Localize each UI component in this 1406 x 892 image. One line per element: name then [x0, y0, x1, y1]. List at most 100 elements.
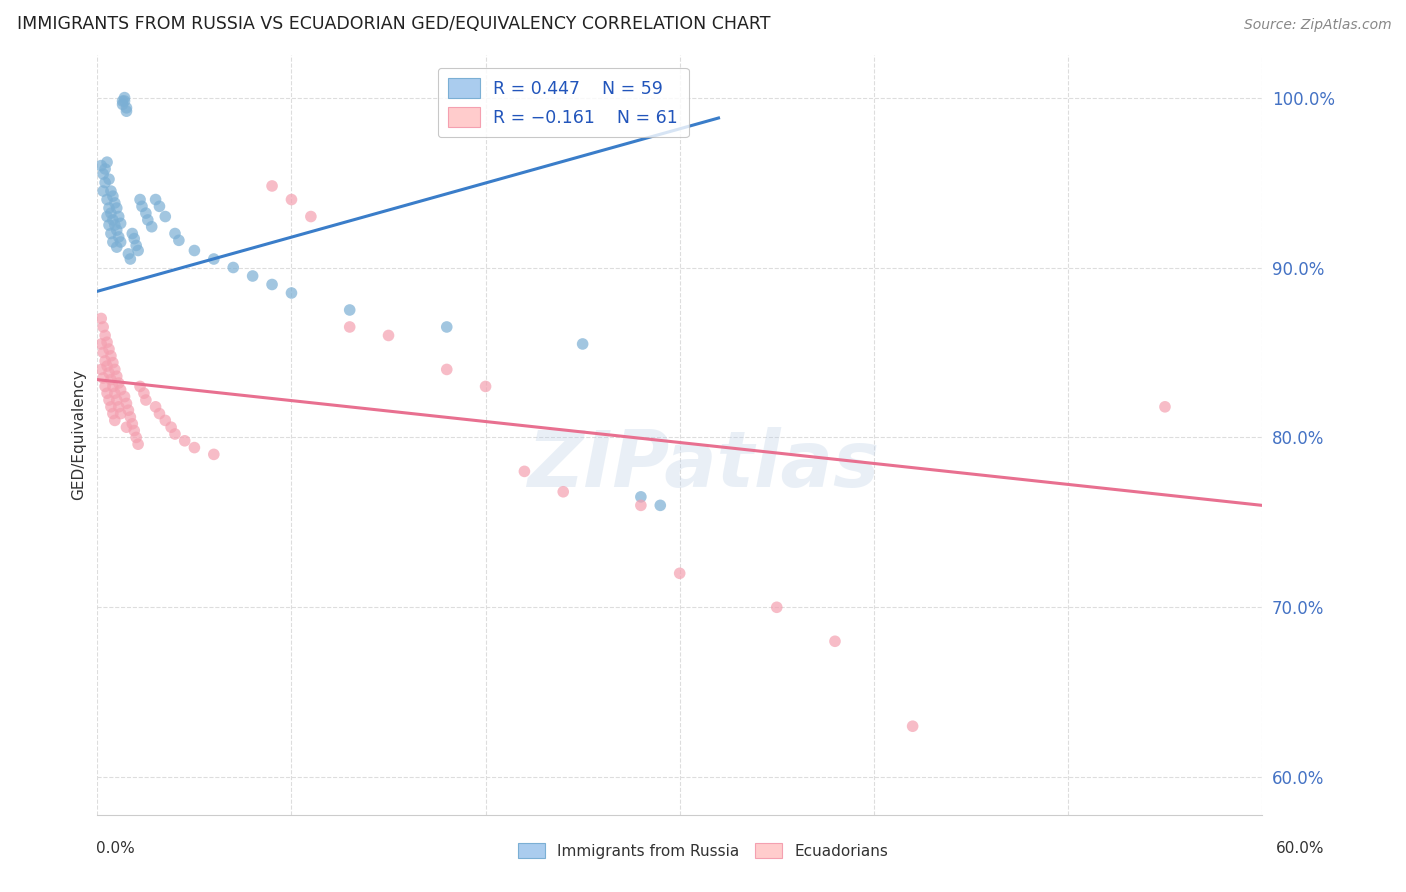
Point — [94, 379, 117, 393]
Point — [100, 400, 122, 414]
Point — [127, 244, 149, 258]
Point — [129, 379, 152, 393]
Point — [94, 161, 117, 176]
Point — [105, 201, 128, 215]
Point — [96, 359, 118, 373]
Point — [115, 420, 138, 434]
Y-axis label: GED/Equivalency: GED/Equivalency — [72, 369, 86, 500]
Point — [115, 101, 138, 115]
Point — [110, 383, 132, 397]
Point — [94, 354, 117, 368]
Point — [90, 311, 112, 326]
Point — [183, 441, 205, 455]
Point — [125, 238, 148, 252]
Point — [98, 201, 121, 215]
Point — [148, 407, 170, 421]
Point — [104, 218, 127, 232]
Point — [122, 424, 145, 438]
Point — [339, 320, 361, 334]
Point — [117, 403, 139, 417]
Point — [129, 193, 152, 207]
Point — [110, 235, 132, 249]
Point — [114, 94, 136, 108]
Text: IMMIGRANTS FROM RUSSIA VS ECUADORIAN GED/EQUIVALENCY CORRELATION CHART: IMMIGRANTS FROM RUSSIA VS ECUADORIAN GED… — [17, 14, 770, 32]
Point — [105, 223, 128, 237]
Point — [90, 362, 112, 376]
Point — [135, 392, 157, 407]
Point — [96, 193, 118, 207]
Point — [571, 337, 593, 351]
Point — [110, 407, 132, 421]
Point — [553, 484, 575, 499]
Point — [183, 244, 205, 258]
Point — [901, 719, 924, 733]
Point — [111, 97, 134, 112]
Point — [101, 379, 124, 393]
Point — [96, 335, 118, 350]
Point — [131, 199, 153, 213]
Point — [260, 277, 283, 292]
Point — [105, 392, 128, 407]
Point — [299, 210, 322, 224]
Point — [668, 566, 690, 581]
Point — [111, 94, 134, 108]
Point — [107, 376, 129, 390]
Point — [94, 328, 117, 343]
Point — [101, 356, 124, 370]
Point — [121, 227, 143, 241]
Point — [91, 371, 114, 385]
Point — [136, 213, 159, 227]
Point — [98, 342, 121, 356]
Point — [104, 386, 127, 401]
Point — [436, 362, 458, 376]
Point — [148, 199, 170, 213]
Point — [114, 90, 136, 104]
Point — [115, 104, 138, 119]
Point — [105, 240, 128, 254]
Point — [280, 193, 302, 207]
Point — [163, 427, 186, 442]
Point — [90, 337, 112, 351]
Point — [91, 167, 114, 181]
Point — [105, 369, 128, 384]
Point — [650, 499, 672, 513]
Point — [339, 303, 361, 318]
Point — [98, 366, 121, 380]
Legend: R = 0.447    N = 59, R = −0.161    N = 61: R = 0.447 N = 59, R = −0.161 N = 61 — [437, 68, 689, 137]
Point — [280, 285, 302, 300]
Point — [127, 437, 149, 451]
Point — [96, 386, 118, 401]
Point — [630, 490, 652, 504]
Point — [436, 320, 458, 334]
Point — [104, 196, 127, 211]
Point — [96, 155, 118, 169]
Point — [101, 189, 124, 203]
Point — [120, 410, 142, 425]
Text: Source: ZipAtlas.com: Source: ZipAtlas.com — [1244, 18, 1392, 31]
Point — [91, 320, 114, 334]
Point — [1154, 400, 1177, 414]
Point — [145, 400, 167, 414]
Point — [125, 430, 148, 444]
Point — [100, 349, 122, 363]
Point — [824, 634, 846, 648]
Point — [222, 260, 245, 275]
Point — [173, 434, 195, 448]
Point — [96, 210, 118, 224]
Point — [110, 216, 132, 230]
Point — [91, 184, 114, 198]
Point — [101, 235, 124, 249]
Point — [202, 447, 225, 461]
Point — [117, 247, 139, 261]
Point — [104, 362, 127, 376]
Text: ZIPatlas: ZIPatlas — [527, 427, 879, 503]
Text: 0.0%: 0.0% — [96, 841, 135, 855]
Point — [513, 464, 536, 478]
Point — [115, 396, 138, 410]
Point — [107, 210, 129, 224]
Point — [100, 184, 122, 198]
Point — [132, 386, 155, 401]
Point — [155, 413, 177, 427]
Point — [135, 206, 157, 220]
Point — [120, 252, 142, 266]
